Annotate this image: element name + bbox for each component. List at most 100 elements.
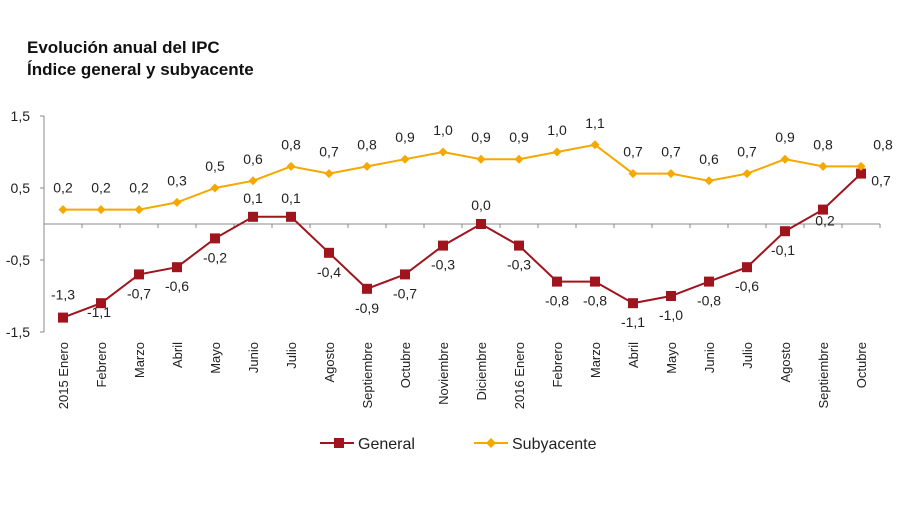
data-label-subyacente: 0,8 bbox=[281, 136, 301, 152]
data-label-general: -0,3 bbox=[431, 257, 455, 273]
x-tick-label: Marzo bbox=[132, 342, 147, 378]
data-point-general bbox=[590, 276, 600, 287]
data-label-general: -0,7 bbox=[393, 285, 417, 301]
legend-label-general: General bbox=[358, 436, 415, 453]
data-point-general bbox=[400, 269, 410, 280]
data-label-general: -0,1 bbox=[771, 242, 795, 258]
data-label-subyacente: 0,9 bbox=[395, 129, 415, 145]
data-point-subyacente bbox=[666, 169, 676, 179]
x-tick-label: 2016 Enero bbox=[512, 342, 527, 409]
y-tick-label: -1,5 bbox=[6, 324, 30, 340]
data-point-subyacente bbox=[172, 197, 182, 207]
x-tick-label: Agosto bbox=[778, 342, 793, 382]
data-point-general bbox=[134, 269, 144, 280]
data-label-subyacente: 1,1 bbox=[585, 115, 605, 131]
data-point-subyacente bbox=[362, 161, 372, 171]
data-label-subyacente: 1,0 bbox=[547, 122, 567, 138]
data-point-subyacente bbox=[780, 154, 790, 164]
series-line-subyacente bbox=[63, 143, 861, 211]
data-point-subyacente bbox=[514, 154, 524, 164]
data-label-subyacente: 0,3 bbox=[167, 172, 187, 188]
data-point-subyacente bbox=[742, 169, 752, 179]
x-tick-label: Junio bbox=[702, 342, 717, 373]
data-label-subyacente: 1,0 bbox=[433, 122, 453, 138]
data-point-general bbox=[666, 291, 676, 301]
x-tick-label: Mayo bbox=[664, 342, 679, 374]
data-point-subyacente bbox=[476, 154, 486, 164]
data-label-general: -0,7 bbox=[127, 285, 151, 301]
x-tick-label: Mayo bbox=[208, 342, 223, 374]
data-point-general bbox=[704, 276, 714, 287]
data-point-subyacente bbox=[96, 205, 106, 215]
data-label-subyacente: 0,9 bbox=[471, 129, 491, 145]
data-label-general: 0,0 bbox=[471, 197, 491, 213]
data-label-subyacente: 0,8 bbox=[873, 136, 893, 152]
legend-marker-diamond-icon bbox=[486, 438, 496, 448]
data-label-general: -0,3 bbox=[507, 257, 531, 273]
x-tick-label: Octubre bbox=[854, 342, 869, 388]
x-tick-label: Abril bbox=[170, 342, 185, 368]
data-point-general bbox=[628, 298, 638, 309]
data-point-subyacente bbox=[324, 169, 334, 179]
data-point-subyacente bbox=[134, 205, 144, 215]
data-point-general bbox=[514, 240, 524, 251]
data-label-subyacente: 0,9 bbox=[775, 129, 795, 145]
data-label-subyacente: 0,7 bbox=[661, 144, 681, 160]
data-label-subyacente: 0,2 bbox=[91, 180, 111, 196]
data-label-general: -0,2 bbox=[203, 249, 227, 265]
data-point-subyacente bbox=[58, 205, 68, 215]
data-label-general: 0,2 bbox=[815, 213, 835, 229]
x-tick-label: Julio bbox=[284, 342, 299, 369]
data-label-subyacente: 0,5 bbox=[205, 158, 225, 174]
x-tick-label: Octubre bbox=[398, 342, 413, 388]
data-point-general bbox=[552, 276, 562, 287]
data-point-general bbox=[438, 240, 448, 251]
data-label-subyacente: 0,2 bbox=[129, 180, 149, 196]
data-point-general bbox=[248, 211, 258, 222]
y-tick-label: 1,5 bbox=[11, 108, 31, 124]
data-point-general bbox=[58, 312, 68, 323]
x-tick-label: Agosto bbox=[322, 342, 337, 382]
data-label-general: -1,0 bbox=[659, 307, 683, 323]
data-label-general: -0,8 bbox=[545, 293, 569, 309]
data-point-general bbox=[324, 247, 334, 258]
data-point-subyacente bbox=[818, 161, 828, 171]
data-label-general: 0,1 bbox=[281, 190, 301, 206]
data-point-general bbox=[362, 283, 372, 294]
data-point-general bbox=[210, 233, 220, 244]
data-point-general bbox=[96, 298, 106, 309]
data-label-subyacente: 0,9 bbox=[509, 129, 529, 145]
x-tick-label: 2015 Enero bbox=[56, 342, 71, 409]
data-point-general bbox=[742, 262, 752, 273]
data-label-general: -0,4 bbox=[317, 264, 341, 280]
data-point-subyacente bbox=[248, 176, 258, 186]
data-label-general: -0,9 bbox=[355, 300, 379, 316]
data-label-subyacente: 0,2 bbox=[53, 180, 73, 196]
data-label-subyacente: 0,7 bbox=[737, 144, 757, 160]
data-label-subyacente: 0,7 bbox=[623, 144, 643, 160]
data-label-general: -0,6 bbox=[735, 278, 759, 294]
data-point-general bbox=[818, 204, 828, 215]
data-point-general bbox=[476, 219, 486, 229]
data-label-general: -1,1 bbox=[621, 314, 645, 330]
data-label-subyacente: 0,6 bbox=[699, 151, 719, 167]
y-tick-label: -0,5 bbox=[6, 252, 30, 268]
x-tick-label: Septiembre bbox=[816, 342, 831, 408]
x-tick-label: Marzo bbox=[588, 342, 603, 378]
y-tick-label: 0,5 bbox=[11, 180, 31, 196]
x-tick-label: Febrero bbox=[550, 342, 565, 388]
x-tick-label: Abril bbox=[626, 342, 641, 368]
data-point-general bbox=[286, 211, 296, 222]
x-tick-label: Junio bbox=[246, 342, 261, 373]
data-point-subyacente bbox=[704, 176, 714, 186]
data-label-general: -0,8 bbox=[583, 293, 607, 309]
data-point-subyacente bbox=[400, 154, 410, 164]
data-label-general: 0,7 bbox=[871, 173, 891, 189]
data-point-subyacente bbox=[856, 161, 866, 171]
data-point-subyacente bbox=[210, 183, 220, 193]
data-point-subyacente bbox=[590, 140, 600, 150]
data-point-general bbox=[780, 226, 790, 237]
data-label-subyacente: 0,8 bbox=[813, 136, 833, 152]
data-label-subyacente: 0,7 bbox=[319, 144, 339, 160]
